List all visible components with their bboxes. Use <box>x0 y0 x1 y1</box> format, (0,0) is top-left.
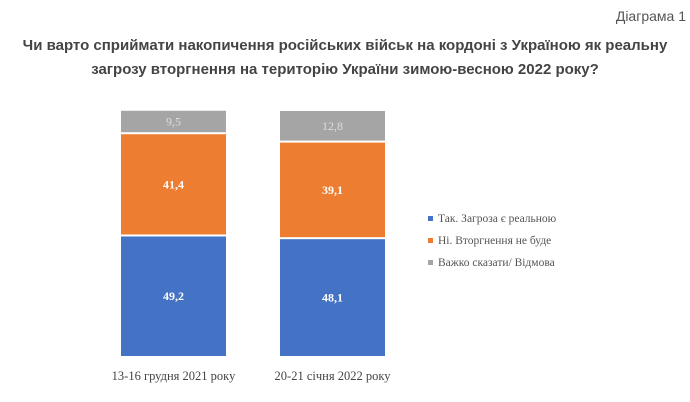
x-tick-label: 20-21 січня 2022 року <box>275 369 392 383</box>
legend-label: Ні. Вторгнення не буде <box>438 235 551 247</box>
legend-label: Так. Загроза є реальною <box>438 213 557 225</box>
data-label: 41,4 <box>163 177 184 191</box>
legend-swatch <box>428 238 433 243</box>
bar-segment <box>280 142 385 238</box>
legend-label: Важко сказати/ Відмова <box>438 257 555 269</box>
diagram-number: Діаграма 1 <box>615 8 686 24</box>
x-tick-label: 13-16 грудня 2021 року <box>112 369 236 383</box>
chart-title: Чи варто сприймати накопичення російськи… <box>0 34 690 82</box>
data-label: 39,1 <box>322 183 343 197</box>
bar-segment <box>121 236 226 356</box>
data-label: 12,8 <box>322 119 343 133</box>
data-label: 9,5 <box>166 114 181 128</box>
bar-segment <box>121 110 226 133</box>
legend-swatch <box>428 260 433 265</box>
chart-title-line-1: Чи варто сприймати накопичення російськи… <box>22 37 668 54</box>
data-label: 48,1 <box>322 291 343 305</box>
chart-title-line-2: загрозу вторгнення на територію України … <box>91 61 599 78</box>
bar-segment <box>280 111 385 141</box>
bar-segment <box>121 134 226 235</box>
legend-swatch <box>428 216 433 221</box>
data-label: 49,2 <box>163 289 184 303</box>
bar-segment <box>280 239 385 356</box>
